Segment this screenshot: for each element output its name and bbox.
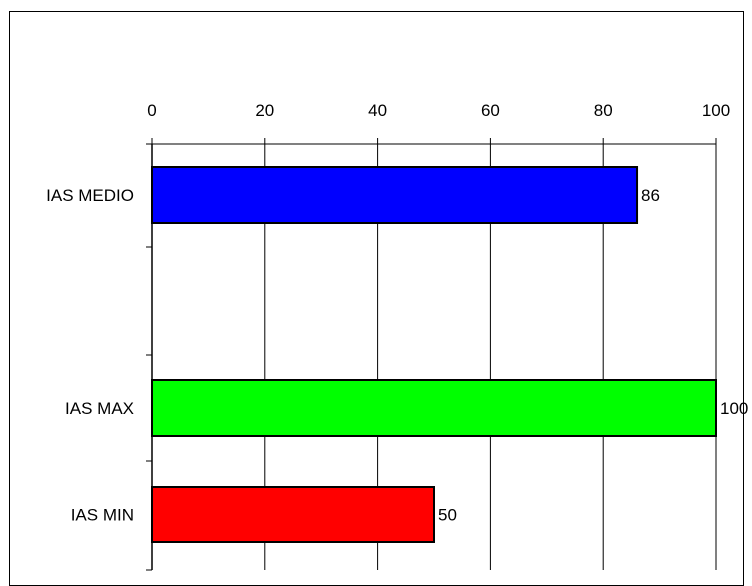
bar-ias-medio: [151, 166, 639, 224]
x-tick-label: 80: [594, 101, 613, 120]
x-tick-label: 40: [368, 101, 387, 120]
x-tick-label: 60: [481, 101, 500, 120]
value-label: 50: [438, 506, 457, 525]
bars: [151, 166, 717, 543]
value-labels: 86 100 50: [438, 186, 748, 525]
axes: [146, 138, 717, 571]
bar-ias-min: [151, 486, 435, 543]
category-label: IAS MIN: [71, 506, 134, 525]
category-label: IAS MEDIO: [46, 186, 134, 205]
x-tick-labels: 0 20 40 60 80 100: [147, 101, 730, 120]
x-tick-label: 20: [255, 101, 274, 120]
value-label: 86: [641, 186, 660, 205]
value-label: 100: [720, 399, 748, 418]
x-tick-label: 100: [702, 101, 730, 120]
bar-ias-max: [151, 379, 717, 437]
category-labels: IAS MEDIO IAS MAX IAS MIN: [46, 186, 134, 525]
category-label: IAS MAX: [65, 399, 134, 418]
x-tick-label: 0: [147, 101, 156, 120]
